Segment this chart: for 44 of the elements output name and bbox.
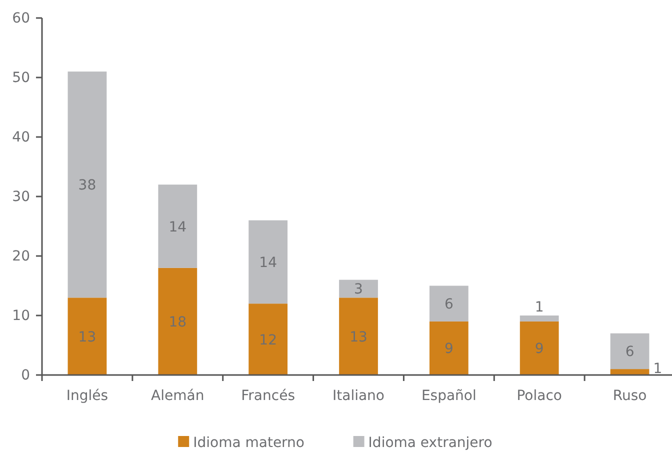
data-label: 14 xyxy=(259,254,278,271)
x-tick-label: Italiano xyxy=(332,388,384,404)
bar xyxy=(520,321,559,375)
bar xyxy=(610,369,650,375)
legend-label: Idioma extranjero xyxy=(368,435,492,451)
data-label: 13 xyxy=(350,329,368,346)
data-label: 13 xyxy=(78,329,96,346)
bar xyxy=(610,333,650,370)
bar xyxy=(248,304,288,375)
legend-label: Idioma materno xyxy=(193,435,305,451)
x-tick-label: Inglés xyxy=(66,388,108,404)
data-label: 6 xyxy=(444,296,454,313)
x-tick-label: Ruso xyxy=(612,388,647,404)
bar xyxy=(429,286,468,322)
x-tick-label: Español xyxy=(421,388,476,404)
data-label: 1 xyxy=(534,300,544,316)
y-tick-label: 60 xyxy=(12,10,30,26)
data-label: 38 xyxy=(78,178,96,194)
bar xyxy=(158,184,198,268)
bar xyxy=(68,298,107,375)
data-label: 6 xyxy=(625,344,634,360)
bar xyxy=(339,280,378,298)
y-tick-label: 50 xyxy=(12,70,30,86)
data-label: 18 xyxy=(168,314,187,330)
data-label: 12 xyxy=(259,332,277,348)
bar xyxy=(339,298,378,375)
x-tick-label: Francés xyxy=(241,388,295,404)
data-label: 1 xyxy=(653,361,662,377)
data-label: 3 xyxy=(354,282,363,298)
y-tick-label: 10 xyxy=(12,308,30,324)
bar xyxy=(68,72,107,298)
bar xyxy=(429,321,468,375)
y-tick-label: 20 xyxy=(12,248,30,264)
x-tick-label: Alemán xyxy=(151,388,204,404)
y-tick-label: 30 xyxy=(12,188,30,205)
y-tick-label: 40 xyxy=(12,129,30,146)
bar xyxy=(248,220,288,304)
bar xyxy=(158,268,198,375)
bar xyxy=(520,316,559,322)
data-label: 9 xyxy=(444,341,454,358)
data-label: 9 xyxy=(534,341,544,358)
x-tick-label: Polaco xyxy=(516,388,562,404)
y-tick-label: 0 xyxy=(21,367,30,384)
data-label: 14 xyxy=(168,219,187,236)
